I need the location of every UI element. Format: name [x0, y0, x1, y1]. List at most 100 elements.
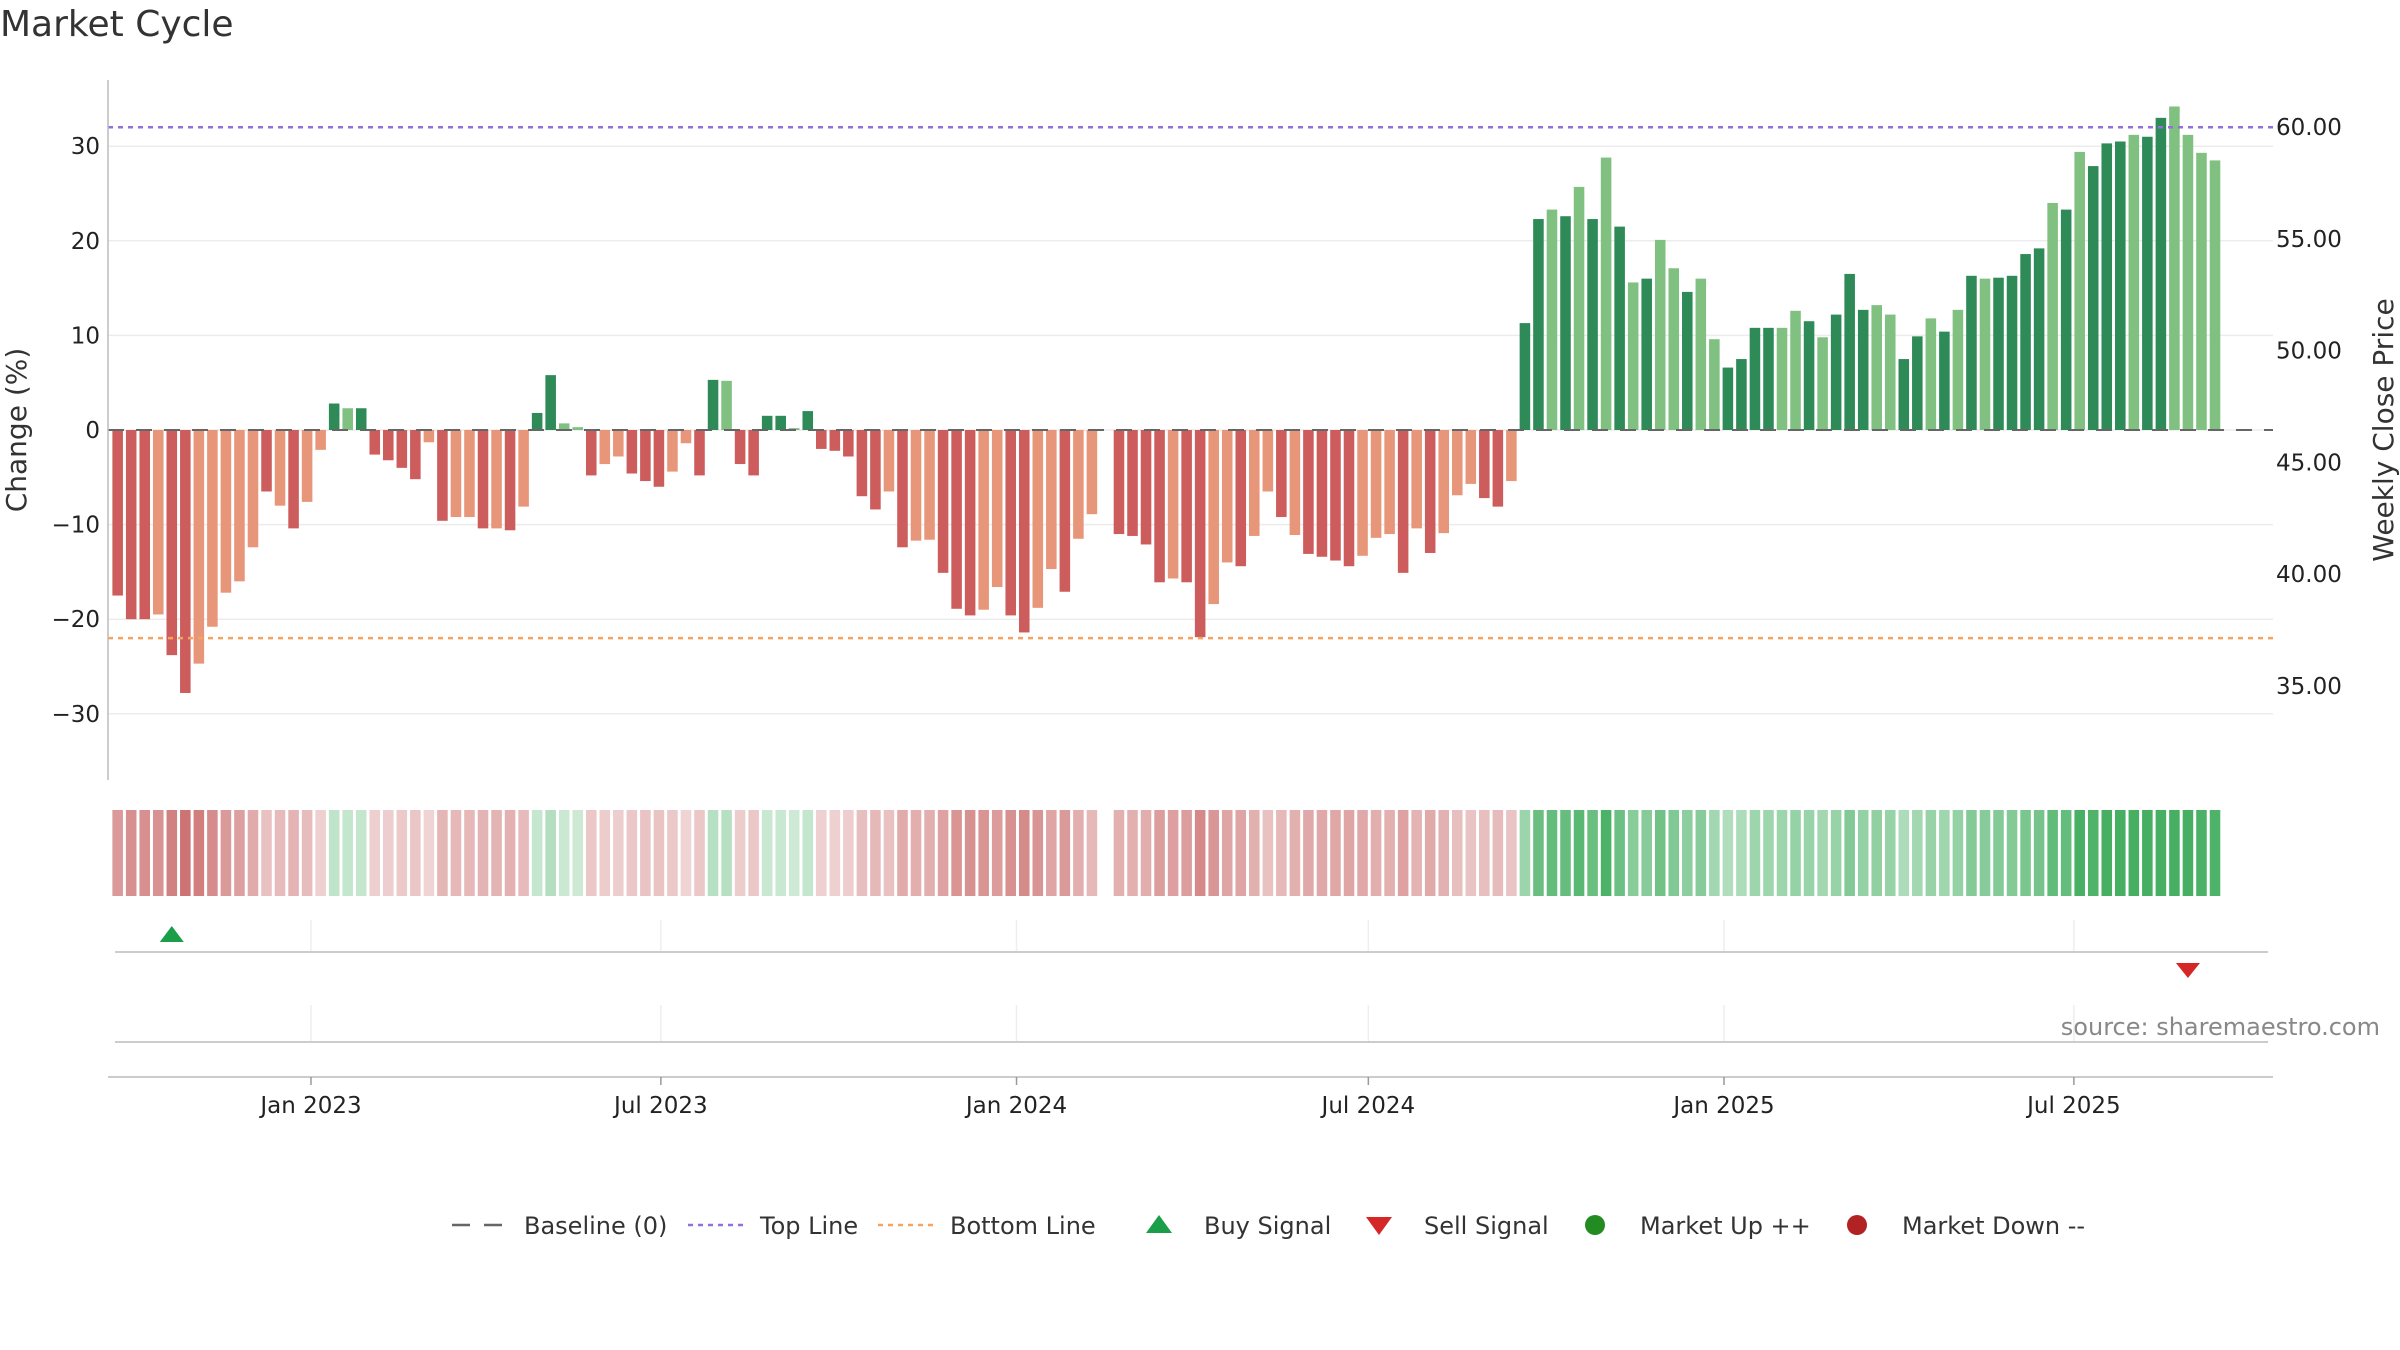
strip-cell: [545, 810, 556, 896]
strip-cell: [599, 810, 611, 896]
chart-legend: Baseline (0) Top Line Bottom Line Buy Signa…: [452, 1212, 2085, 1240]
change-bar: [667, 430, 678, 472]
strip-cell: [491, 810, 502, 896]
y2-tick-label: 50.00: [2276, 339, 2342, 365]
change-bar: [653, 430, 665, 487]
y-tick-label: 0: [85, 418, 100, 444]
legend-label: Top Line: [759, 1212, 858, 1240]
change-bar: [1357, 430, 1368, 556]
strip-cell: [1763, 810, 1774, 896]
change-bar: [1952, 309, 1964, 430]
change-bar: [261, 430, 272, 492]
strip-cell: [396, 810, 408, 896]
change-bar: [748, 430, 759, 476]
strip-cell: [2060, 810, 2072, 896]
change-bar: [125, 430, 137, 620]
change-bar: [437, 430, 448, 521]
strip-cell: [437, 810, 448, 896]
change-bar: [1871, 305, 1883, 430]
change-bar: [531, 412, 543, 430]
change-bar: [680, 430, 692, 444]
change-bar: [829, 430, 841, 451]
strip-cell: [1654, 810, 1666, 896]
strip-cell: [843, 810, 854, 896]
strip-cell: [707, 810, 719, 896]
change-bar: [978, 430, 989, 610]
change-bar: [572, 427, 584, 430]
change-bar: [910, 430, 922, 541]
strip-cell: [1046, 810, 1057, 896]
strip-cell: [1208, 810, 1219, 896]
change-bar: [2101, 143, 2113, 431]
change-bar: [2128, 134, 2140, 430]
strip-cell: [1249, 810, 1260, 896]
y2-axis-title: Weekly Close Price: [2367, 298, 2400, 561]
strip-cell: [1154, 810, 1165, 896]
strip-cell: [2006, 810, 2018, 896]
strip-cell: [423, 810, 435, 896]
change-bar: [2047, 202, 2058, 430]
strip-cell: [1884, 810, 1896, 896]
change-bar: [1790, 310, 1801, 430]
strip-cell: [2209, 810, 2221, 896]
change-bar: [464, 430, 475, 518]
strip-cell: [924, 810, 935, 896]
strip-cell: [464, 810, 475, 896]
strip-cell: [410, 810, 421, 896]
change-bar: [369, 430, 381, 455]
strip-cell: [1830, 810, 1842, 896]
strip-cell: [1479, 810, 1490, 896]
change-bar: [640, 430, 651, 482]
change-bar: [1005, 430, 1017, 616]
change-bar: [1086, 430, 1098, 515]
y-axis-title: Change (%): [0, 348, 33, 513]
strip-cell: [1546, 810, 1558, 896]
strip-cell: [1533, 810, 1544, 896]
change-bar: [585, 430, 597, 476]
change-bar: [1208, 430, 1219, 605]
change-bar: [599, 430, 611, 465]
strip-cell: [1357, 810, 1368, 896]
legend-label: Market Up ++: [1640, 1212, 1811, 1240]
change-bar: [193, 430, 205, 664]
axes: −30 −20 −10 0 10 20 30 Change (%) 35.00 40.00 45.0…: [0, 80, 2400, 1119]
strip-cell: [1113, 810, 1125, 896]
strip-cell: [193, 810, 205, 896]
strip-cell: [1709, 810, 1720, 896]
change-bar: [843, 430, 854, 457]
change-bar: [315, 430, 326, 450]
y2-tick-label: 35.00: [2276, 674, 2342, 700]
change-bar: [694, 430, 705, 476]
strip-cell: [1614, 810, 1625, 896]
change-bar: [166, 430, 178, 656]
strip-cell: [518, 810, 529, 896]
strip-cell: [2020, 810, 2031, 896]
change-bar: [2182, 134, 2194, 430]
strip-cell: [558, 810, 570, 896]
strip-cell: [978, 810, 989, 896]
strip-cell: [2169, 810, 2180, 896]
strip-cell: [1925, 810, 1937, 896]
change-bar: [964, 430, 976, 616]
strip-cell: [816, 810, 827, 896]
strip-cell: [342, 810, 353, 896]
y-tick-label: −10: [51, 513, 100, 539]
strip-cell: [572, 810, 584, 896]
change-bar: [951, 430, 962, 609]
strip-cell: [1952, 810, 1964, 896]
strip-cell: [504, 810, 516, 896]
strip-cell: [112, 810, 123, 896]
strip-cell: [2142, 810, 2153, 896]
strip-cell: [1898, 810, 1910, 896]
change-bar: [1289, 430, 1301, 535]
change-bar: [721, 380, 732, 430]
change-bar: [1046, 430, 1057, 570]
strip-cell: [870, 810, 881, 896]
strip-cell: [1194, 810, 1206, 896]
legend-symbol: [1146, 1215, 1172, 1233]
strip-cell: [288, 810, 299, 896]
change-bar: [1709, 339, 1720, 430]
change-bar: [1722, 367, 1734, 430]
strip-cell: [2074, 810, 2085, 896]
change-bar: [1641, 278, 1652, 430]
